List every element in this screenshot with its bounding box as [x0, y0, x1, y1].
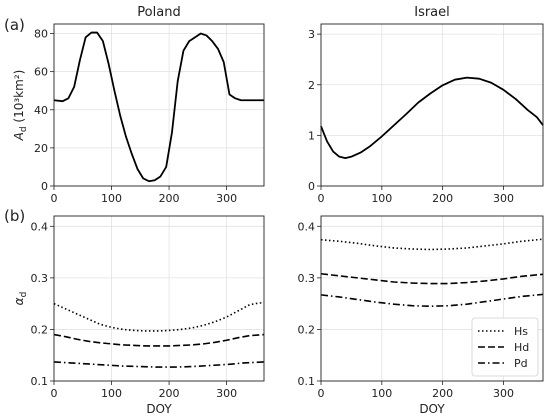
y-tick-label: 0.2 — [298, 323, 316, 336]
x-tick-label: 300 — [493, 192, 514, 205]
panel-label-b: (b) — [4, 207, 25, 225]
chart-title: Poland — [137, 5, 180, 20]
legend-label-hs: Hs — [514, 325, 528, 338]
y-tick-label: 0.2 — [31, 323, 49, 336]
legend-label-pd: Pd — [514, 357, 528, 370]
series-line-pd — [320, 293, 544, 308]
y-tick-label: 0.1 — [298, 375, 316, 388]
y-tick-label: 3 — [308, 28, 315, 41]
plot-frame — [53, 215, 265, 382]
y-tick-label: 0.4 — [298, 220, 316, 233]
y-tick-label: 0 — [41, 180, 48, 193]
series-line-hd — [320, 272, 544, 285]
x-tick-label: 0 — [318, 192, 325, 205]
chart-a-poland: 0 100 200 300 0 20 40 60 80 Poland Ad (10³km²) — [12, 5, 265, 205]
y-tick-label: 0.4 — [31, 220, 49, 233]
y-tick-label: 0 — [308, 180, 315, 193]
y-tick-label: 80 — [34, 28, 48, 41]
x-tick-label: 200 — [432, 192, 453, 205]
y-tick-label: 2 — [308, 79, 315, 92]
y-tick-label: 20 — [34, 142, 48, 155]
x-tick-label: 200 — [432, 387, 453, 400]
legend-box — [471, 317, 539, 377]
y-axis-label: Ad (10³km²) — [12, 70, 29, 142]
x-tick-label: 0 — [51, 387, 58, 400]
y-tick-label: 0.3 — [298, 272, 316, 285]
plot-frame — [320, 23, 544, 187]
x-tick-label: 100 — [371, 387, 392, 400]
x-tick-label: 300 — [216, 192, 237, 205]
series-line — [53, 31, 264, 183]
legend: Hs Hd Pd — [471, 317, 539, 377]
series-line-hs — [320, 238, 544, 251]
series-line-pd — [53, 361, 265, 368]
chart-b-poland: 0 100 200 300 0.1 0.2 0.3 0.4 DOY αd — [12, 215, 265, 416]
x-tick-label: 300 — [493, 387, 514, 400]
chart-b-israel: 0 100 200 300 0.1 0.2 0.3 0.4 DOY Hs Hd Pd — [298, 215, 544, 416]
x-tick-label: 100 — [101, 387, 122, 400]
series-line-hd — [53, 333, 265, 347]
y-tick-label: 40 — [34, 104, 48, 117]
x-tick-label: 100 — [371, 192, 392, 205]
x-tick-label: 200 — [159, 192, 180, 205]
series-line-hs — [53, 301, 265, 332]
x-tick-label: 200 — [159, 387, 180, 400]
chart-a-israel: 0 100 200 300 0 1 2 3 Israel — [308, 5, 544, 205]
x-tick-label: 300 — [216, 387, 237, 400]
chart-title: Israel — [414, 5, 450, 20]
x-axis-label: DOY — [419, 402, 445, 416]
legend-label-hd: Hd — [514, 341, 529, 354]
y-tick-label: 60 — [34, 66, 48, 79]
x-axis-label: DOY — [146, 402, 172, 416]
x-tick-label: 100 — [101, 192, 122, 205]
y-tick-label: 1 — [308, 129, 315, 142]
y-tick-label: 0.1 — [31, 375, 49, 388]
plot-frame — [53, 23, 265, 187]
panel-label-a: (a) — [4, 16, 25, 34]
y-axis-label: αd — [12, 292, 29, 306]
x-tick-label: 0 — [318, 387, 325, 400]
series-line — [320, 76, 544, 160]
y-tick-label: 0.3 — [31, 272, 49, 285]
x-tick-label: 0 — [51, 192, 58, 205]
plot-frame — [320, 215, 544, 382]
